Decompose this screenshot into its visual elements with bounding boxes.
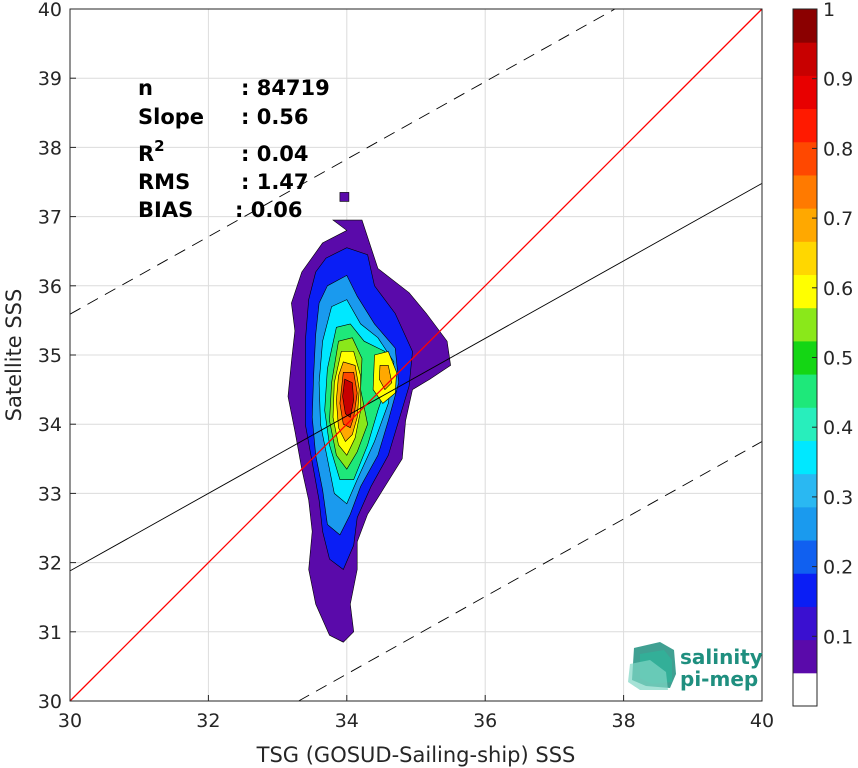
colorbar-segment	[793, 639, 817, 674]
colorbar-tick-label: 1	[823, 0, 835, 21]
one-to-one-line	[69, 8, 763, 702]
colorbar-segment	[793, 506, 817, 541]
x-tick-label: 34	[335, 710, 359, 732]
density-contour	[339, 192, 350, 202]
x-tick-label: 36	[473, 710, 497, 732]
y-tick-labels: 30 31 32 33 34 35 36 37 38 39 40	[38, 0, 76, 713]
x-tick-label: 32	[196, 710, 220, 732]
y-tick-label: 37	[38, 207, 62, 229]
y-tick-label: 36	[38, 276, 62, 298]
x-tick-label: 38	[612, 710, 636, 732]
colorbar-segment	[793, 108, 817, 143]
colorbar-tick-label: 0.5	[823, 348, 853, 370]
colorbar-tick-label: 0.6	[823, 278, 853, 300]
x-tick-label: 30	[58, 710, 82, 732]
colorbar-segment	[793, 473, 817, 508]
upper-dashed-line	[69, 8, 616, 315]
colorbar-segment	[793, 241, 817, 276]
x-tick-label: 40	[750, 710, 774, 732]
colorbar-segment	[793, 141, 817, 176]
regression-line	[69, 182, 763, 572]
colorbar-segment	[793, 606, 817, 641]
y-tick-label: 33	[38, 483, 62, 505]
y-tick-label: 31	[38, 622, 62, 644]
colorbar-segment	[793, 274, 817, 309]
colorbar-segment	[793, 174, 817, 209]
density-contour	[378, 365, 393, 391]
stat-value: : 0.04	[241, 142, 309, 166]
density-contours	[287, 192, 451, 643]
colorbar-segment	[793, 208, 817, 242]
colorbar-segment	[793, 672, 817, 707]
colorbar-tick-label: 0.3	[823, 487, 853, 509]
y-tick-label: 39	[38, 68, 62, 90]
stat-label: Slope	[138, 105, 204, 129]
colorbar-segment	[793, 75, 817, 110]
colorbar-segment	[793, 307, 817, 342]
y-tick-label: 40	[38, 0, 62, 21]
y-axis-label: Satellite SSS	[2, 289, 26, 422]
stat-label-superscript: 2	[154, 137, 164, 155]
fit-lines	[69, 8, 763, 702]
x-axis-label: TSG (GOSUD-Sailing-ship) SSS	[256, 743, 576, 767]
colorbar-tick-label: 0.8	[823, 138, 853, 160]
lower-dashed-line	[298, 441, 763, 702]
stat-value: : 1.47	[241, 170, 309, 194]
density-contour	[342, 378, 355, 418]
colorbar-tick-label: 0.2	[823, 557, 853, 579]
salinity-pi-mep-logo: salinity pi-mep	[628, 642, 763, 691]
y-tick-label: 30	[38, 691, 62, 713]
grid	[69, 8, 763, 702]
y-tick-label: 34	[38, 414, 62, 436]
logo-text-line2: pi-mep	[680, 667, 758, 691]
colorbar-tick-label: 0.4	[823, 417, 853, 439]
x-tick-labels: 30 32 34 36 38 40	[58, 695, 774, 732]
logo-text-line1: salinity	[680, 645, 763, 669]
colorbar-segment	[793, 42, 817, 76]
stat-value: : 0.06	[235, 198, 303, 222]
stat-label: n	[138, 76, 153, 100]
y-tick-label: 38	[38, 137, 62, 159]
colorbar-tick-label: 0.1	[823, 626, 853, 648]
y-tick-label: 32	[38, 553, 62, 575]
y-tick-label: 35	[38, 345, 62, 367]
colorbar-segment	[793, 374, 817, 408]
colorbar: 0.1 0.2 0.3 0.4 0.5 0.6 0.7 0.8 0.9 1	[792, 0, 853, 707]
colorbar-tick-label: 0.9	[823, 69, 853, 91]
colorbar-segment	[793, 440, 817, 475]
colorbar-segment	[793, 9, 817, 43]
stat-label: RMS	[138, 170, 190, 194]
stat-value: : 0.56	[241, 105, 309, 129]
colorbar-tick-label: 0.7	[823, 208, 853, 230]
stat-label: BIAS	[138, 198, 193, 222]
colorbar-segment	[793, 407, 817, 441]
colorbar-segment	[793, 540, 817, 574]
logo-wave-icon	[628, 642, 676, 690]
colorbar-segment	[793, 573, 817, 607]
stat-value: : 84719	[241, 76, 330, 100]
